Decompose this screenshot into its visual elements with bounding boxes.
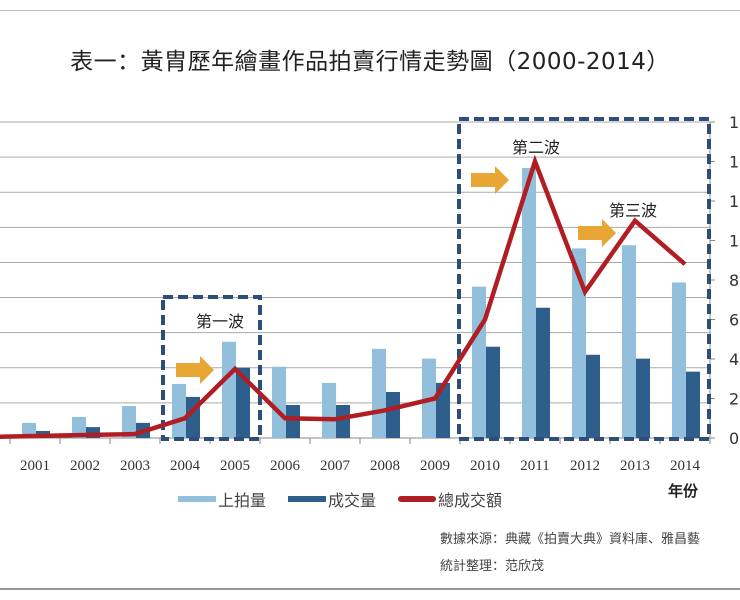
x-tick-label: 2012 — [570, 458, 600, 474]
bar-sold — [336, 404, 350, 438]
arrow-icon — [176, 356, 214, 384]
bar-sold — [386, 392, 400, 438]
x-tick-label: 2006 — [270, 458, 301, 474]
x-tick-label: 2008 — [370, 458, 400, 474]
right-y-tick-label: 2 — [729, 390, 739, 409]
right-y-tick-label: 1 — [729, 192, 739, 211]
legend-label: 成交量 — [328, 491, 377, 510]
bottom-divider — [0, 588, 740, 590]
bar-sold — [586, 354, 600, 438]
chart-title: 表一：黃胄歷年繪畫作品拍賣行情走勢圖（2000-2014） — [70, 49, 670, 75]
wave-label: 第一波 — [196, 312, 244, 331]
bar-sold — [536, 307, 550, 438]
bar-sold — [86, 427, 100, 438]
second-wave-box — [457, 117, 711, 441]
wave-label: 第三波 — [609, 201, 657, 220]
right-y-tick-label: 0 — [729, 429, 739, 448]
x-tick-label: 2001 — [20, 458, 50, 474]
right-y-tick-label: 8 — [729, 271, 739, 290]
bar-sold — [686, 371, 700, 438]
x-tick-label: 2004 — [170, 458, 201, 474]
right-y-tick-label: 6 — [729, 311, 739, 330]
source-note: 數據來源：典藏《拍賣大典》資料庫、雅昌藝 — [440, 532, 701, 547]
bar-sold — [236, 367, 250, 438]
legend-swatch-total — [398, 496, 437, 502]
x-tick-label: 2009 — [420, 458, 450, 474]
x-axis-unit-label: 年份 — [668, 482, 699, 500]
x-tick-label: 2002 — [70, 458, 100, 474]
x-tick-label: 2010 — [470, 458, 500, 474]
bar-listed — [572, 248, 586, 438]
first-wave-box — [161, 295, 262, 441]
bar-listed — [222, 341, 236, 438]
x-tick-label: 2007 — [320, 458, 351, 474]
right-y-tick-label: 1 — [729, 153, 739, 172]
bar-listed — [672, 282, 686, 438]
legend-item-sold: 成交量 — [288, 487, 376, 511]
bar-listed — [172, 383, 186, 438]
compiled-by-note: 統計整理：范欣茂 — [440, 559, 545, 574]
x-tick-label: 2011 — [520, 458, 549, 474]
x-tick-label: 2003 — [120, 458, 150, 474]
legend-swatch-listed — [178, 496, 216, 502]
bar-listed — [272, 366, 286, 438]
legend-item-total: 總成交額 — [398, 487, 502, 511]
x-tick-label: 2014 — [670, 458, 701, 474]
legend-item-listed: 上拍量 — [178, 487, 266, 511]
bar-listed — [122, 406, 136, 438]
bar-listed — [372, 348, 386, 438]
wave-label: 第二波 — [512, 138, 560, 157]
x-tick-label: 2013 — [620, 458, 650, 474]
legend: 上拍量 成交量 總成交額 — [178, 487, 524, 511]
arrow-icon — [471, 166, 509, 194]
top-divider — [0, 10, 740, 11]
right-y-tick-label: 1 — [729, 113, 739, 132]
bar-listed — [622, 245, 636, 438]
bar-sold — [286, 404, 300, 438]
right-y-tick-label: 1 — [729, 232, 739, 251]
legend-label: 上拍量 — [218, 491, 267, 510]
bar-listed — [72, 416, 86, 438]
arrow-icon — [578, 219, 616, 247]
bar-sold — [436, 382, 450, 438]
bar-listed — [522, 167, 536, 439]
legend-label: 總成交額 — [438, 491, 503, 510]
bar-listed — [322, 382, 336, 438]
x-tick-label: 2005 — [220, 458, 250, 474]
bar-listed — [472, 286, 486, 438]
bar-sold — [486, 346, 500, 438]
right-y-tick-label: 4 — [729, 350, 739, 369]
legend-swatch-sold — [288, 496, 327, 502]
bar-sold — [636, 358, 650, 438]
